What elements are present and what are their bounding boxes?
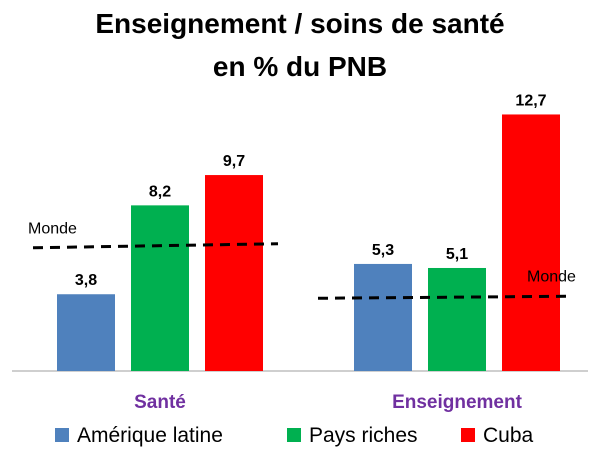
value-label-1-1: 5,1	[446, 246, 468, 263]
reference-lines-group: Monde Monde	[28, 221, 576, 300]
chart-title-line-2: en % du PNB	[213, 51, 387, 82]
reference-line-0	[32, 242, 279, 250]
bar-2-1	[502, 114, 560, 372]
value-label-0-1: 5,3	[372, 242, 394, 259]
bar-0-0	[57, 294, 115, 371]
bars-group: 3,8 8,2 9,7 5,3 5,1 12,7	[57, 92, 560, 372]
legend-swatch-0	[55, 428, 69, 442]
bar-1-0	[131, 205, 189, 371]
legend-label-1: Pays riches	[309, 424, 418, 447]
bar-0-1	[354, 263, 412, 371]
chart-title-line-1: Enseignement / soins de santé	[95, 8, 504, 39]
category-label-1: Enseignement	[392, 392, 523, 413]
category-labels-group: Santé Enseignement	[134, 392, 522, 413]
value-label-0-0: 3,8	[75, 272, 97, 289]
reference-line-1	[317, 294, 568, 300]
bar-1-1	[428, 267, 486, 371]
bar-2-0	[205, 175, 263, 371]
reference-line-label-0: Monde	[28, 221, 77, 238]
legend-swatch-1	[287, 428, 301, 442]
legend-swatch-2	[461, 428, 475, 442]
value-label-2-0: 9,7	[223, 153, 245, 170]
legend-label-0: Amérique latine	[77, 424, 223, 447]
value-label-2-1: 12,7	[515, 92, 546, 109]
legend-label-2: Cuba	[483, 424, 534, 447]
value-label-1-0: 8,2	[149, 183, 171, 200]
category-label-0: Santé	[134, 392, 186, 413]
legend: Amérique latine Pays riches Cuba	[55, 424, 534, 447]
reference-line-label-1: Monde	[527, 268, 576, 285]
